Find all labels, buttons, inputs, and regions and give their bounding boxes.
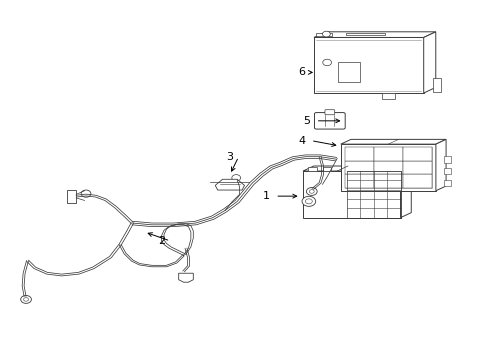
Polygon shape [340, 139, 445, 144]
Circle shape [322, 31, 329, 37]
Bar [402, 174, 431, 188]
Polygon shape [303, 171, 400, 218]
Polygon shape [66, 190, 76, 203]
Circle shape [20, 296, 31, 303]
Polygon shape [178, 273, 193, 282]
Polygon shape [313, 32, 435, 37]
Text: 1: 1 [263, 191, 269, 201]
Polygon shape [435, 139, 445, 191]
Bar [443, 156, 450, 163]
Bar [443, 168, 450, 174]
Text: 2: 2 [158, 236, 165, 246]
Circle shape [231, 175, 240, 181]
Polygon shape [303, 166, 410, 171]
Polygon shape [340, 144, 435, 191]
Text: 5: 5 [303, 116, 310, 126]
Circle shape [309, 190, 314, 193]
Bar [346, 33, 384, 36]
Bar [344, 174, 373, 188]
Bar [402, 161, 431, 174]
Circle shape [81, 190, 91, 197]
Polygon shape [400, 166, 410, 218]
Bar [443, 180, 450, 186]
FancyBboxPatch shape [325, 110, 334, 115]
Bar [307, 167, 316, 171]
Circle shape [23, 298, 28, 301]
Polygon shape [313, 37, 423, 93]
Circle shape [322, 59, 331, 66]
Bar [322, 167, 330, 171]
Bar [402, 147, 431, 161]
Bar [315, 33, 331, 36]
Text: 3: 3 [226, 152, 233, 162]
Polygon shape [423, 32, 435, 93]
FancyBboxPatch shape [314, 113, 345, 129]
Bar [344, 147, 373, 161]
Polygon shape [215, 179, 244, 190]
Circle shape [306, 188, 317, 195]
Bar [432, 78, 440, 92]
Text: 6: 6 [298, 67, 305, 77]
Bar [344, 147, 431, 188]
Bar [344, 161, 373, 174]
Bar [373, 174, 402, 188]
Circle shape [302, 196, 315, 206]
Circle shape [305, 199, 312, 204]
Bar [337, 63, 359, 82]
Text: 4: 4 [298, 136, 305, 145]
Polygon shape [381, 93, 394, 99]
Bar [373, 147, 402, 161]
Bar [373, 161, 402, 174]
